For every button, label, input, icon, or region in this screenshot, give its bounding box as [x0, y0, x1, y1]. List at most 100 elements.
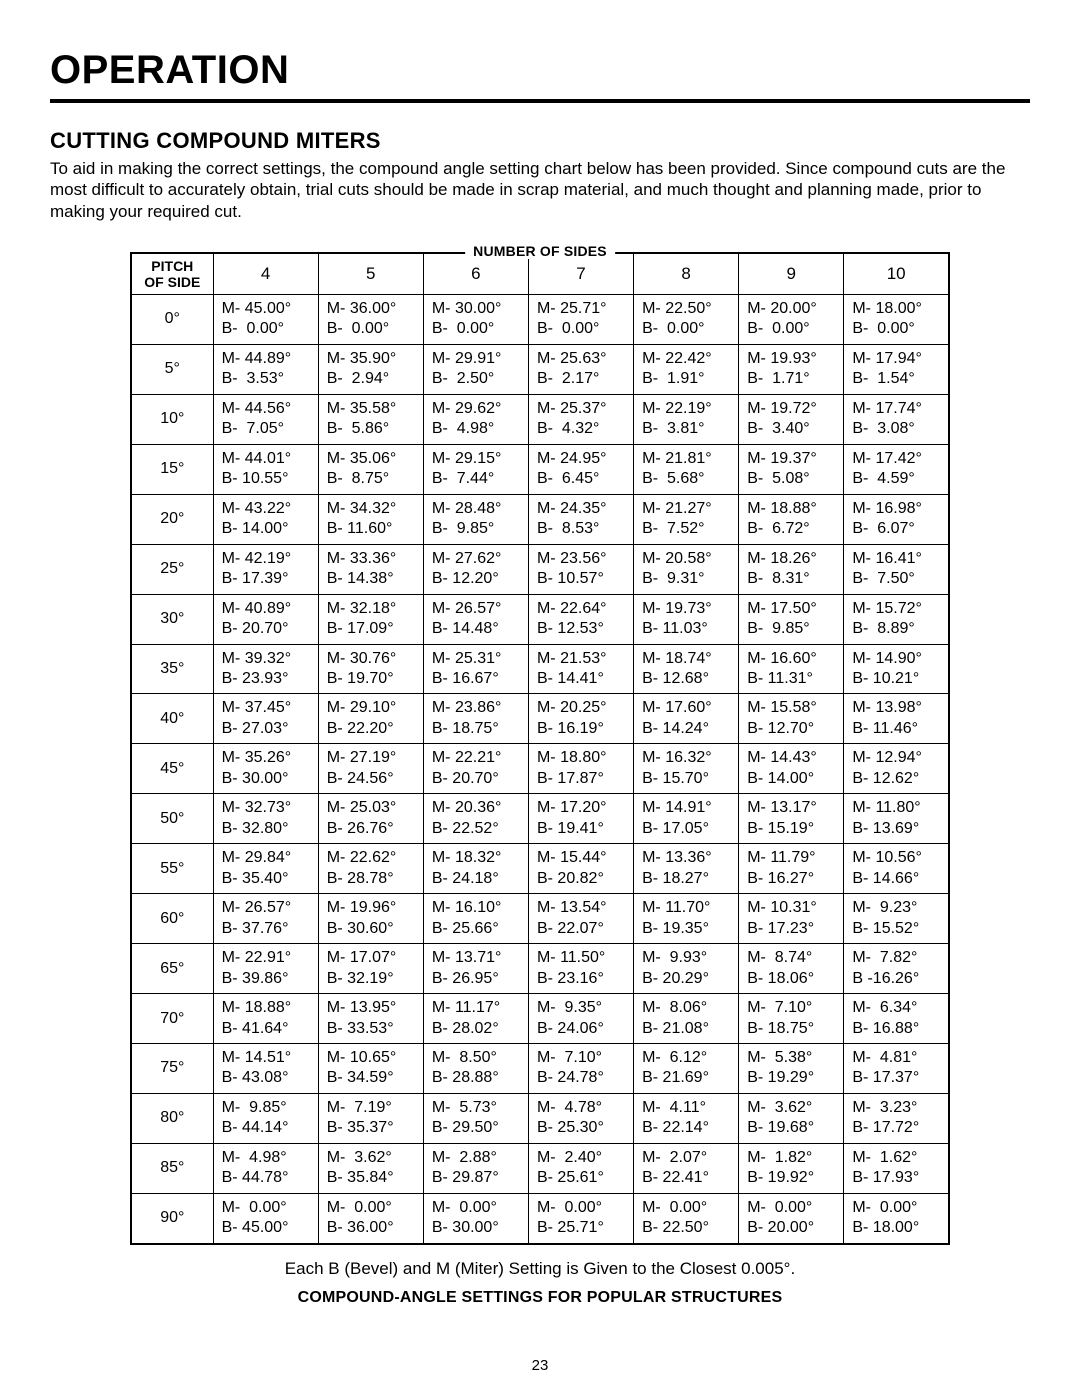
angle-cell: M- 43.22° B- 14.00° [213, 494, 318, 544]
angle-cell: M- 25.63° B- 2.17° [528, 344, 633, 394]
angle-cell: M- 14.51° B- 43.08° [213, 1044, 318, 1094]
angle-cell: M- 14.91° B- 17.05° [634, 794, 739, 844]
table-row: 0°M- 45.00° B- 0.00°M- 36.00° B- 0.00°M-… [131, 294, 949, 344]
angle-cell: M- 22.42° B- 1.91° [634, 344, 739, 394]
angle-cell: M- 39.32° B- 23.93° [213, 644, 318, 694]
table-row: 55°M- 29.84° B- 35.40°M- 22.62° B- 28.78… [131, 844, 949, 894]
angle-cell: M- 16.32° B- 15.70° [634, 744, 739, 794]
table-row: 50°M- 32.73° B- 32.80°M- 25.03° B- 26.76… [131, 794, 949, 844]
angle-cell: M- 4.78° B- 25.30° [528, 1093, 633, 1143]
pitch-header: PITCH OF SIDE [131, 253, 213, 295]
chart-container: NUMBER OF SIDES PITCH OF SIDE 45678910 0… [130, 252, 950, 1245]
angle-cell: M- 45.00° B- 0.00° [213, 294, 318, 344]
angle-cell: M- 27.62° B- 12.20° [423, 544, 528, 594]
table-row: 30°M- 40.89° B- 20.70°M- 32.18° B- 17.09… [131, 594, 949, 644]
angle-cell: M- 19.73° B- 11.03° [634, 594, 739, 644]
angle-cell: M- 18.88° B- 41.64° [213, 994, 318, 1044]
angle-cell: M- 29.91° B- 2.50° [423, 344, 528, 394]
table-row: 75°M- 14.51° B- 43.08°M- 10.65° B- 34.59… [131, 1044, 949, 1094]
angle-cell: M- 28.48° B- 9.85° [423, 494, 528, 544]
angle-cell: M- 4.81° B- 17.37° [844, 1044, 949, 1094]
angle-cell: M- 32.18° B- 17.09° [318, 594, 423, 644]
pitch-cell: 65° [131, 944, 213, 994]
angle-cell: M- 24.35° B- 8.53° [528, 494, 633, 544]
angle-cell: M- 0.00° B- 45.00° [213, 1193, 318, 1243]
pitch-cell: 20° [131, 494, 213, 544]
angle-cell: M- 26.57° B- 37.76° [213, 894, 318, 944]
angle-cell: M- 42.19° B- 17.39° [213, 544, 318, 594]
angle-cell: M- 0.00° B- 36.00° [318, 1193, 423, 1243]
angle-cell: M- 10.31° B- 17.23° [739, 894, 844, 944]
footnote: Each B (Bevel) and M (Miter) Setting is … [50, 1259, 1030, 1279]
table-row: 45°M- 35.26° B- 30.00°M- 27.19° B- 24.56… [131, 744, 949, 794]
angle-cell: M- 5.38° B- 19.29° [739, 1044, 844, 1094]
table-row: 80°M- 9.85° B- 44.14°M- 7.19° B- 35.37°M… [131, 1093, 949, 1143]
angle-cell: M- 32.73° B- 32.80° [213, 794, 318, 844]
table-row: 65°M- 22.91° B- 39.86°M- 17.07° B- 32.19… [131, 944, 949, 994]
angle-cell: M- 20.36° B- 22.52° [423, 794, 528, 844]
angle-cell: M- 0.00° B- 22.50° [634, 1193, 739, 1243]
intro-paragraph: To aid in making the correct settings, t… [50, 158, 1030, 222]
pitch-cell: 10° [131, 394, 213, 444]
pitch-cell: 15° [131, 444, 213, 494]
angle-cell: M- 14.43° B- 14.00° [739, 744, 844, 794]
angle-cell: M- 1.82° B- 19.92° [739, 1143, 844, 1193]
angle-cell: M- 19.37° B- 5.08° [739, 444, 844, 494]
angle-cell: M- 5.73° B- 29.50° [423, 1093, 528, 1143]
page-title: OPERATION [50, 48, 1030, 103]
angle-cell: M- 10.56° B- 14.66° [844, 844, 949, 894]
angle-cell: M- 18.32° B- 24.18° [423, 844, 528, 894]
angle-cell: M- 29.84° B- 35.40° [213, 844, 318, 894]
angle-cell: M- 16.60° B- 11.31° [739, 644, 844, 694]
angle-cell: M- 35.90° B- 2.94° [318, 344, 423, 394]
angle-cell: M- 13.54° B- 22.07° [528, 894, 633, 944]
pitch-cell: 0° [131, 294, 213, 344]
angle-cell: M- 3.62° B- 35.84° [318, 1143, 423, 1193]
angle-cell: M- 7.10° B- 18.75° [739, 994, 844, 1044]
angle-cell: M- 15.58° B- 12.70° [739, 694, 844, 744]
angle-cell: M- 20.25° B- 16.19° [528, 694, 633, 744]
angle-cell: M- 21.81° B- 5.68° [634, 444, 739, 494]
angle-cell: M- 23.56° B- 10.57° [528, 544, 633, 594]
table-row: 5°M- 44.89° B- 3.53°M- 35.90° B- 2.94°M-… [131, 344, 949, 394]
sides-header: 9 [739, 253, 844, 295]
angle-cell: M- 19.93° B- 1.71° [739, 344, 844, 394]
table-row: 15°M- 44.01° B- 10.55°M- 35.06° B- 8.75°… [131, 444, 949, 494]
angle-cell: M- 9.93° B- 20.29° [634, 944, 739, 994]
angle-cell: M- 30.00° B- 0.00° [423, 294, 528, 344]
angle-cell: M- 13.17° B- 15.19° [739, 794, 844, 844]
angle-cell: M- 17.07° B- 32.19° [318, 944, 423, 994]
angle-cell: M- 11.70° B- 19.35° [634, 894, 739, 944]
table-row: 35°M- 39.32° B- 23.93°M- 30.76° B- 19.70… [131, 644, 949, 694]
angle-cell: M- 1.62° B- 17.93° [844, 1143, 949, 1193]
angle-cell: M- 22.50° B- 0.00° [634, 294, 739, 344]
pitch-cell: 50° [131, 794, 213, 844]
angle-cell: M- 11.79° B- 16.27° [739, 844, 844, 894]
angle-cell: M- 44.89° B- 3.53° [213, 344, 318, 394]
angle-cell: M- 19.72° B- 3.40° [739, 394, 844, 444]
pitch-cell: 55° [131, 844, 213, 894]
chart-caption: COMPOUND-ANGLE SETTINGS FOR POPULAR STRU… [50, 1289, 1030, 1307]
angle-cell: M- 40.89° B- 20.70° [213, 594, 318, 644]
angle-cell: M- 25.71° B- 0.00° [528, 294, 633, 344]
angle-cell: M- 17.60° B- 14.24° [634, 694, 739, 744]
angle-cell: M- 36.00° B- 0.00° [318, 294, 423, 344]
pitch-cell: 30° [131, 594, 213, 644]
angle-cell: M- 4.11° B- 22.14° [634, 1093, 739, 1143]
angle-cell: M- 29.62° B- 4.98° [423, 394, 528, 444]
angle-cell: M- 13.95° B- 33.53° [318, 994, 423, 1044]
section-title: CUTTING COMPOUND MITERS [50, 128, 1030, 154]
angle-cell: M- 21.27° B- 7.52° [634, 494, 739, 544]
angle-cell: M- 30.76° B- 19.70° [318, 644, 423, 694]
angle-cell: M- 4.98° B- 44.78° [213, 1143, 318, 1193]
table-row: 90°M- 0.00° B- 45.00°M- 0.00° B- 36.00°M… [131, 1193, 949, 1243]
table-row: 10°M- 44.56° B- 7.05°M- 35.58° B- 5.86°M… [131, 394, 949, 444]
angle-cell: M- 7.10° B- 24.78° [528, 1044, 633, 1094]
sides-header: 10 [844, 253, 949, 295]
sides-header: 6 [423, 253, 528, 295]
angle-cell: M- 13.98° B- 11.46° [844, 694, 949, 744]
angle-cell: M- 17.20° B- 19.41° [528, 794, 633, 844]
angle-cell: M- 6.34° B- 16.88° [844, 994, 949, 1044]
pitch-cell: 25° [131, 544, 213, 594]
angle-cell: M- 26.57° B- 14.48° [423, 594, 528, 644]
